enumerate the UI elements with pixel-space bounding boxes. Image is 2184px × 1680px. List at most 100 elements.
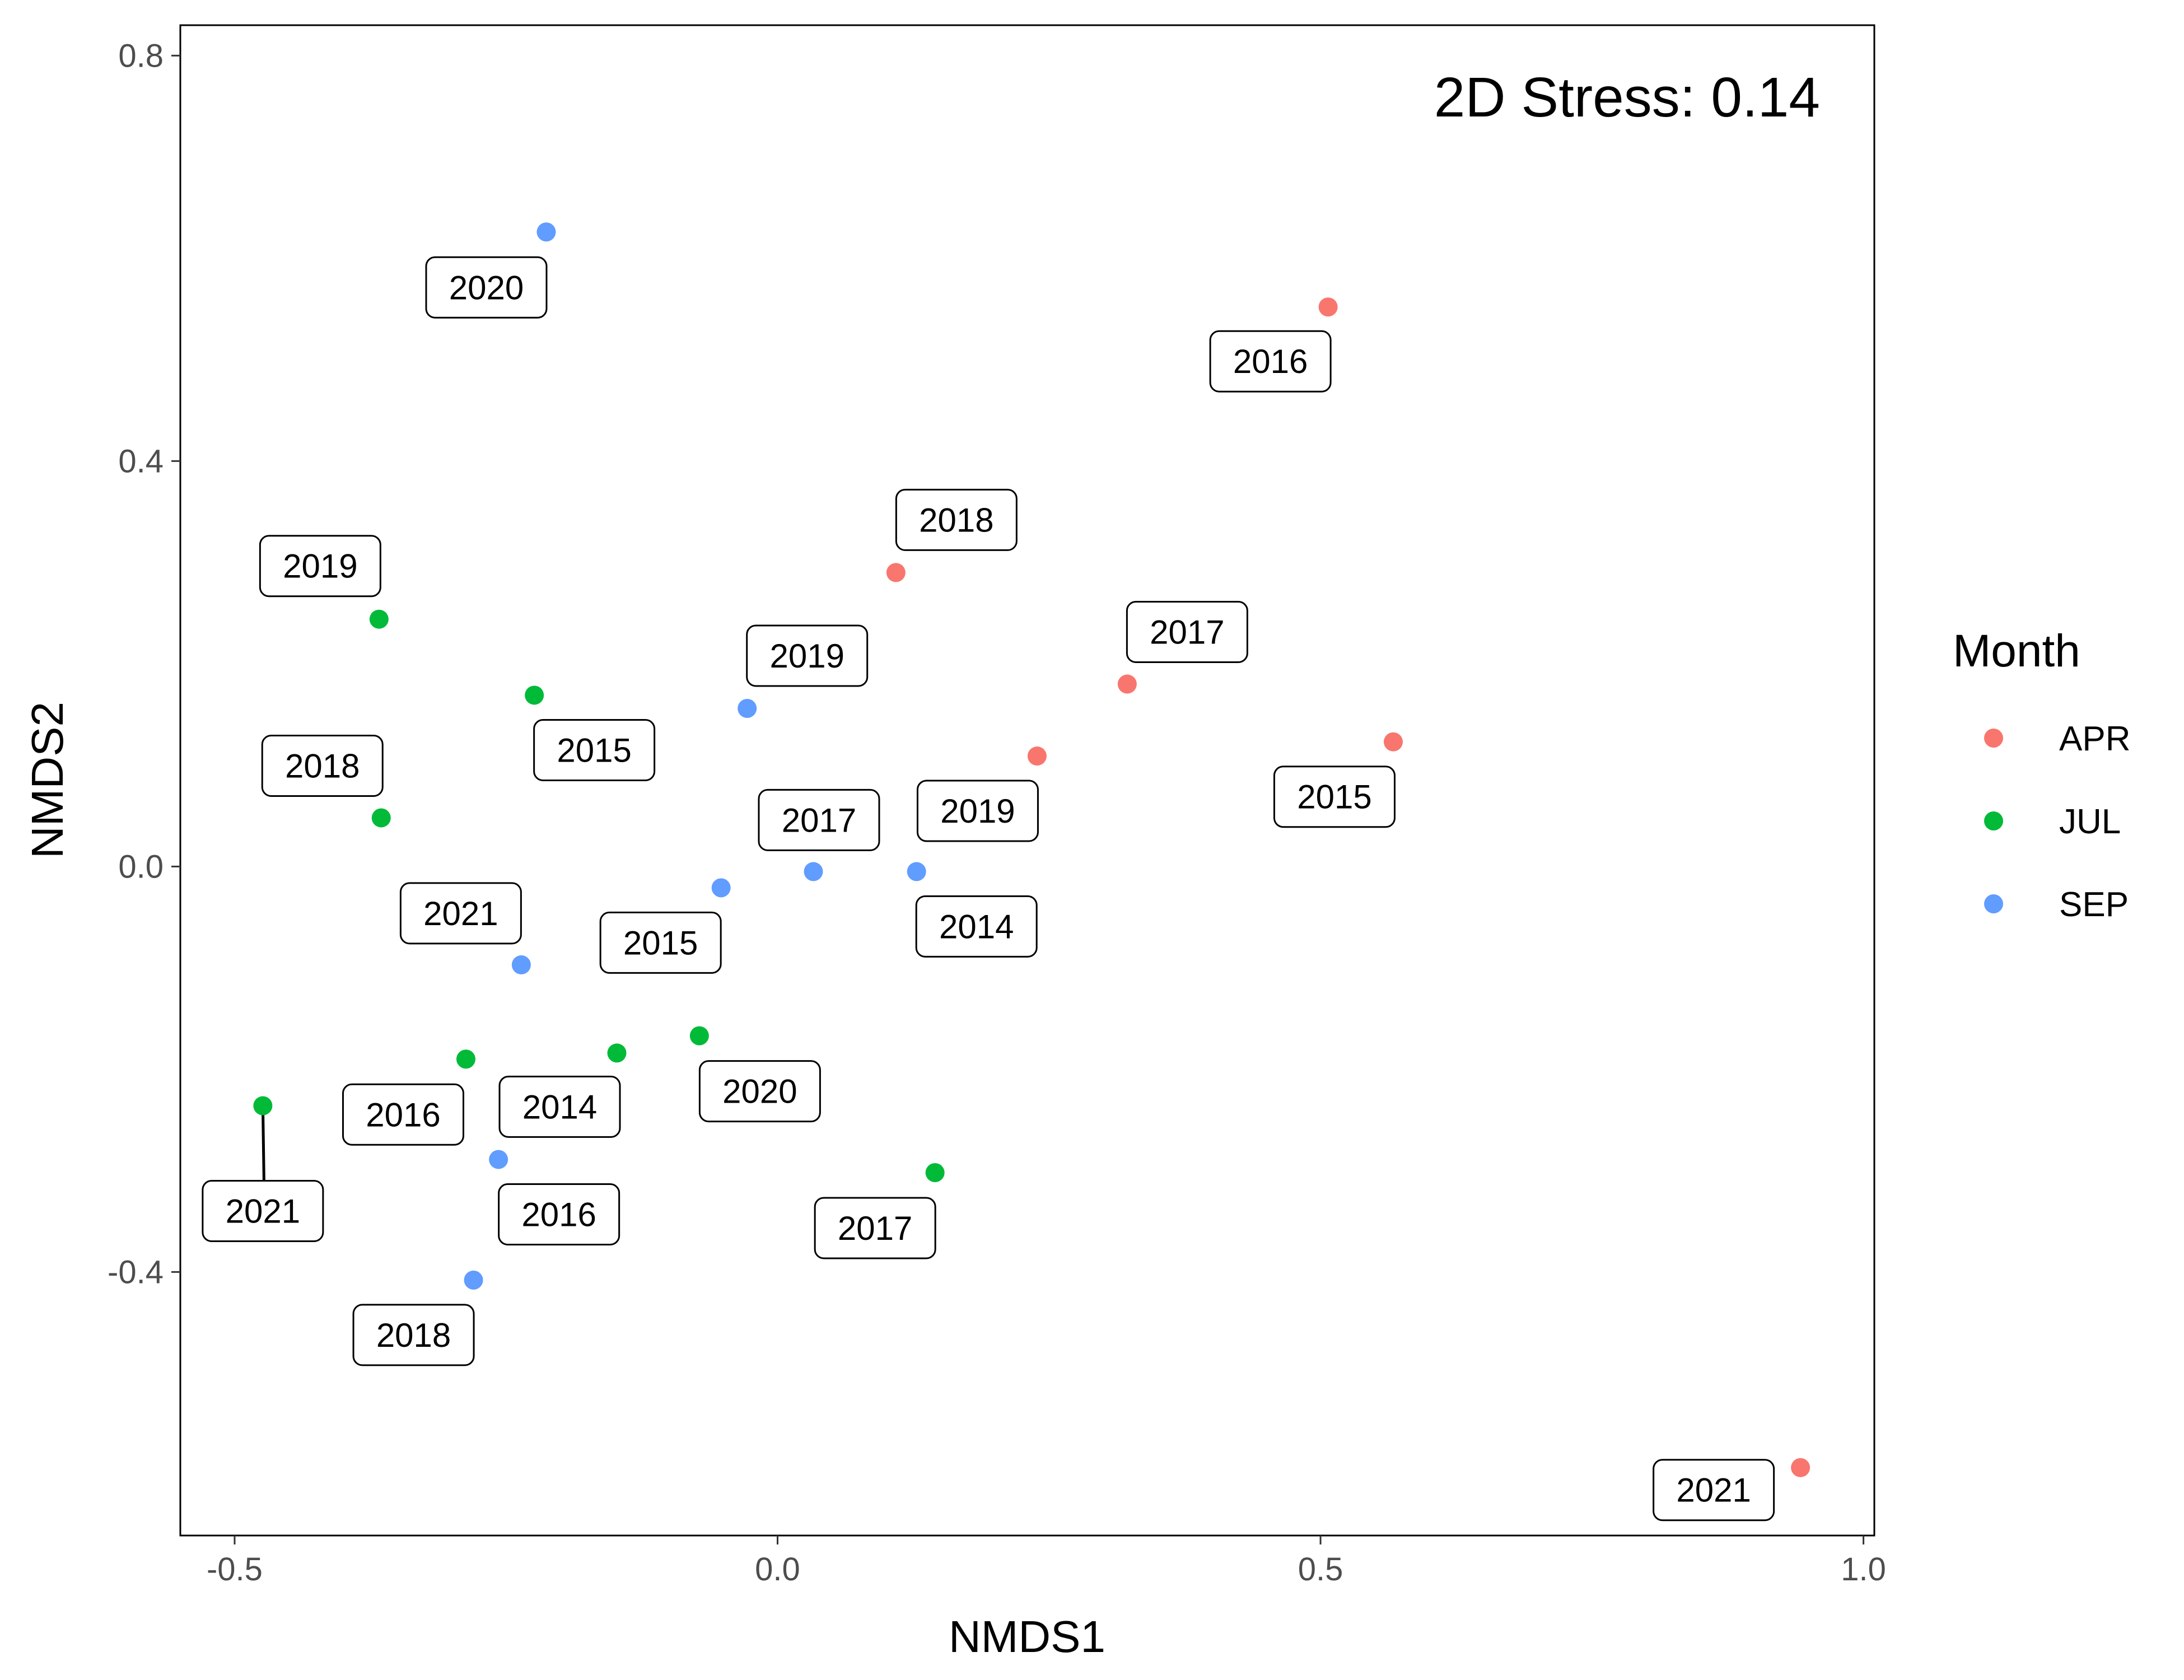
- data-point-jul-2016: [456, 1049, 475, 1069]
- point-label-sep-2021: 2021: [399, 882, 522, 945]
- point-label-jul-2017: 2017: [814, 1197, 936, 1259]
- x-tick-label: 0.5: [1298, 1551, 1343, 1588]
- data-point-sep-2021: [511, 955, 531, 974]
- point-label-apr-2019: 2019: [916, 780, 1039, 842]
- point-label-apr-2015: 2015: [1273, 766, 1396, 828]
- label-connectors: [261, 1105, 265, 1181]
- point-label-jul-2016: 2016: [342, 1083, 464, 1146]
- label-text: 2021: [1676, 1472, 1751, 1509]
- point-label-apr-2017: 2017: [1126, 601, 1248, 664]
- x-axis: -0.5 0.0 0.5 1.0: [207, 1536, 1886, 1588]
- data-point-apr-2017: [1117, 674, 1137, 694]
- point-label-jul-2021: 2021: [202, 1180, 324, 1243]
- label-text: 2016: [366, 1096, 440, 1133]
- point-label-sep-2020: 2020: [425, 256, 548, 319]
- label-box: [698, 1060, 821, 1123]
- label-text: 2019: [769, 637, 844, 675]
- point-label-sep-2016: 2016: [498, 1183, 620, 1245]
- label-box: [352, 1304, 475, 1366]
- label-box: [425, 256, 548, 319]
- label-box: [498, 1075, 621, 1138]
- y-tick-label: 0.0: [118, 848, 164, 885]
- label-text: 2020: [449, 269, 524, 306]
- point-label-apr-2021: 2021: [1653, 1459, 1775, 1522]
- label-box: [915, 895, 1038, 958]
- data-point-jul-2021: [253, 1096, 273, 1116]
- data-point-jul-2014: [607, 1043, 627, 1063]
- label-text: 2019: [940, 792, 1015, 830]
- label-box: [202, 1180, 324, 1243]
- legend-label-jul: JUL: [2059, 802, 2121, 841]
- point-label-sep-2014: 2014: [915, 895, 1038, 958]
- y-axis-title: NMDS2: [22, 702, 72, 858]
- point-label-sep-2018: 2018: [352, 1304, 475, 1366]
- label-box: [261, 734, 384, 797]
- label-text: 2021: [226, 1193, 300, 1230]
- label-text: 2017: [1150, 614, 1224, 651]
- legend-title: Month: [1953, 626, 2080, 676]
- label-text: 2018: [919, 501, 993, 539]
- label-connector: [261, 1105, 265, 1181]
- data-point-apr-2019: [1027, 746, 1047, 766]
- point-labels: 2016 2018 2017 2019 2015 2021 2019 2015 2018 2016…: [202, 256, 1775, 1522]
- label-text: 2020: [722, 1073, 797, 1110]
- label-box: [1653, 1459, 1775, 1522]
- data-points: [253, 222, 1810, 1477]
- point-label-sep-2017: 2017: [758, 788, 880, 851]
- label-box: [758, 788, 880, 851]
- data-point-apr-2021: [1791, 1458, 1810, 1477]
- point-label-sep-2015: 2015: [599, 911, 722, 974]
- legend-label-sep: SEP: [2059, 885, 2129, 924]
- x-tick-label: 1.0: [1841, 1551, 1886, 1588]
- data-point-apr-2018: [886, 563, 906, 582]
- legend-key-jul: [1984, 811, 2003, 830]
- data-point-apr-2015: [1383, 732, 1403, 752]
- point-label-jul-2020: 2020: [698, 1060, 821, 1123]
- label-text: 2017: [782, 801, 856, 839]
- x-tick-label: 0.0: [755, 1551, 800, 1588]
- legend: Month APR JUL SEP: [1953, 626, 2130, 924]
- data-point-sep-2017: [804, 862, 823, 881]
- label-text: 2018: [285, 747, 360, 785]
- data-point-jul-2018: [371, 808, 391, 828]
- legend-label-apr: APR: [2059, 720, 2130, 758]
- label-box: [599, 911, 722, 974]
- point-label-apr-2018: 2018: [895, 488, 1018, 551]
- legend-key-sep: [1984, 894, 2003, 913]
- data-point-sep-2019: [738, 698, 757, 718]
- label-text: 2019: [283, 548, 357, 585]
- label-box: [1273, 766, 1396, 828]
- label-box: [1126, 601, 1248, 664]
- x-tick-label: -0.5: [207, 1551, 263, 1588]
- data-point-sep-2015: [711, 878, 731, 898]
- point-label-jul-2019: 2019: [259, 535, 381, 598]
- legend-key-apr: [1984, 729, 2003, 748]
- y-tick-label: 0.4: [118, 443, 164, 479]
- label-text: 2018: [376, 1317, 451, 1354]
- data-point-apr-2016: [1318, 297, 1338, 317]
- point-label-sep-2019: 2019: [746, 624, 869, 687]
- label-box: [916, 780, 1039, 842]
- y-tick-label: -0.4: [108, 1254, 164, 1290]
- point-label-jul-2018: 2018: [261, 734, 384, 797]
- label-text: 2014: [939, 908, 1014, 945]
- label-text: 2015: [623, 924, 698, 962]
- label-box: [895, 488, 1018, 551]
- stress-annotation: 2D Stress: 0.14: [1434, 66, 1820, 129]
- point-label-jul-2015: 2015: [533, 718, 656, 781]
- data-point-jul-2020: [689, 1026, 709, 1046]
- y-tick-label: 0.8: [118, 38, 164, 74]
- data-point-jul-2019: [369, 609, 389, 629]
- label-box: [399, 882, 522, 945]
- label-box: [814, 1197, 936, 1259]
- point-label-jul-2014: 2014: [498, 1075, 621, 1138]
- y-axis: -0.4 0.0 0.4 0.8: [108, 38, 180, 1290]
- label-text: 2015: [1297, 778, 1371, 816]
- data-point-sep-2016: [489, 1150, 508, 1169]
- label-text: 2015: [557, 731, 631, 769]
- label-text: 2014: [522, 1088, 597, 1126]
- label-text: 2021: [423, 895, 498, 932]
- label-box: [1209, 330, 1332, 393]
- data-point-sep-2020: [536, 222, 556, 242]
